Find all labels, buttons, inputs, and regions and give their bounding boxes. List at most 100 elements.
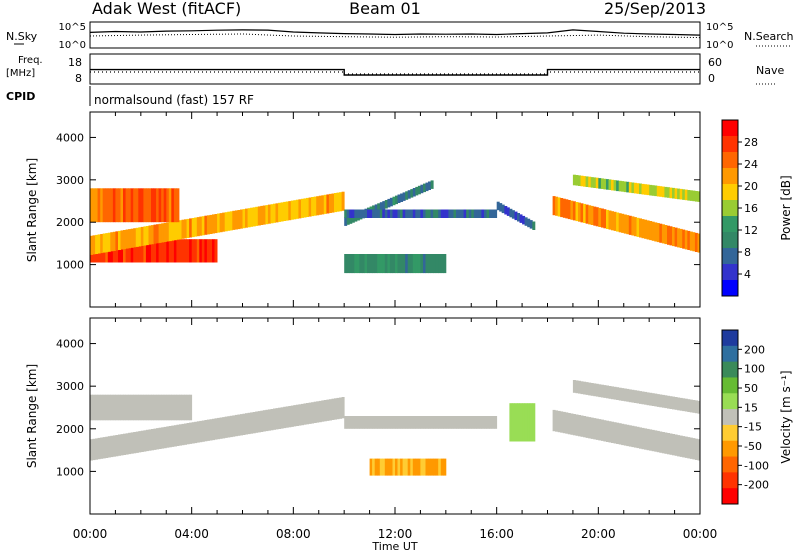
heatmap-cell bbox=[359, 416, 363, 429]
ytick-label: 1000 bbox=[56, 465, 84, 478]
heatmap-cell bbox=[191, 239, 195, 263]
heatmap-cell bbox=[392, 209, 396, 218]
heatmap-cell bbox=[168, 426, 172, 448]
heatmap-cell bbox=[448, 209, 452, 218]
velocity-colorbar-swatch bbox=[722, 361, 738, 378]
heatmap-cell bbox=[392, 458, 396, 476]
heatmap-cell bbox=[181, 219, 185, 239]
heatmap-cell bbox=[428, 209, 431, 218]
heatmap-cell bbox=[184, 239, 187, 263]
power-colorbar-swatch bbox=[722, 200, 738, 217]
heatmap-cell bbox=[252, 207, 256, 227]
beam-title: Beam 01 bbox=[349, 0, 421, 18]
heatmap-cell bbox=[135, 227, 139, 247]
heatmap-cell bbox=[529, 403, 533, 442]
heatmap-cell bbox=[158, 239, 162, 263]
heatmap-cell bbox=[636, 183, 640, 194]
heatmap-cell bbox=[377, 209, 381, 218]
power-colorbar-ticks: 28 24 20 16 12 8 4 bbox=[738, 136, 758, 281]
heatmap-cell bbox=[654, 430, 658, 452]
ytick-label: 3000 bbox=[56, 174, 84, 187]
heatmap-cell bbox=[344, 254, 348, 274]
heatmap-cell bbox=[288, 201, 292, 221]
heatmap-cell bbox=[369, 416, 373, 429]
heatmap-cell bbox=[456, 209, 459, 218]
heatmap-cell bbox=[102, 394, 106, 421]
heatmap-cell bbox=[687, 399, 691, 412]
heatmap-cell bbox=[593, 177, 597, 188]
heatmap-cell bbox=[359, 254, 363, 274]
heatmap-cell bbox=[140, 394, 144, 421]
heatmap-cell bbox=[298, 199, 302, 219]
heatmap-cell bbox=[143, 226, 147, 246]
heatmap-feature-0 bbox=[90, 397, 345, 461]
heatmap-cell bbox=[267, 204, 271, 224]
heatmap-cell bbox=[677, 188, 681, 200]
heatmap-cell bbox=[687, 230, 691, 250]
heatmap-cell bbox=[672, 227, 675, 247]
heatmap-cell bbox=[656, 185, 660, 197]
heatmap-cell bbox=[687, 190, 691, 201]
heatmap-cell bbox=[478, 416, 482, 429]
heatmap-cell bbox=[423, 416, 426, 429]
cpid-label: CPID bbox=[6, 90, 35, 103]
heatmap-cell bbox=[664, 225, 668, 245]
power-colorbar-label: Power [dB] bbox=[779, 175, 793, 240]
heatmap-cell bbox=[184, 423, 187, 445]
heatmap-cell bbox=[379, 209, 383, 218]
heatmap-cell bbox=[135, 431, 139, 453]
velocity-colorbar: 200 100 50 15 -15 -50 -100 -200 Velocity [m s⁻¹… bbox=[721, 329, 793, 505]
heatmap-cell bbox=[481, 209, 485, 218]
heatmap-cell bbox=[458, 416, 462, 429]
heatmap-cell bbox=[92, 188, 96, 223]
heatmap-cell bbox=[641, 183, 645, 195]
heatmap-cell bbox=[461, 209, 465, 218]
heatmap-cell bbox=[125, 229, 129, 249]
heatmap-cell bbox=[661, 224, 665, 244]
heatmap-cell bbox=[151, 429, 154, 451]
heatmap-cell bbox=[364, 416, 368, 429]
heatmap-cell bbox=[400, 416, 404, 429]
ytick-label: 2000 bbox=[56, 423, 84, 436]
power-ylabel: Slant Range [km] bbox=[25, 158, 39, 262]
velocity-colorbar-swatch bbox=[722, 456, 738, 473]
heatmap-cell bbox=[649, 184, 653, 196]
heatmap-cell bbox=[552, 196, 556, 216]
heatmap-cell bbox=[95, 234, 99, 254]
heatmap-cell bbox=[206, 215, 210, 235]
power-colorbar-swatch bbox=[722, 264, 738, 281]
heatmap-cell bbox=[621, 423, 625, 446]
nsky-strip: N.Sky 10^5 10^0 10^5 10^0 N.Search bbox=[6, 21, 794, 51]
heatmap-feature-6 bbox=[496, 201, 536, 230]
heatmap-feature-4 bbox=[344, 209, 498, 218]
heatmap-cell bbox=[135, 239, 139, 263]
heatmap-cell bbox=[430, 254, 434, 274]
heatmap-cell bbox=[283, 406, 287, 429]
velocity-colorbar-label: Velocity [m s⁻¹] bbox=[779, 370, 793, 463]
heatmap-cell bbox=[153, 239, 157, 263]
heatmap-cell bbox=[158, 223, 162, 243]
heatmap-cell bbox=[494, 209, 498, 218]
heatmap-cell bbox=[656, 394, 660, 407]
heatmap-cell bbox=[151, 188, 154, 223]
heatmap-cell bbox=[374, 209, 378, 218]
heatmap-cell bbox=[572, 380, 576, 393]
heatmap-cell bbox=[560, 411, 564, 433]
xtick-label: 00:00 bbox=[683, 527, 718, 541]
velocity-colorbar-tick-label: 15 bbox=[744, 401, 758, 414]
power-colorbar-swatch bbox=[722, 280, 738, 297]
power-panel: 4000 3000 2000 1000 Slant Range [km] bbox=[25, 111, 701, 308]
heatmap-cell bbox=[133, 239, 137, 263]
heatmap-cell bbox=[145, 239, 149, 263]
heatmap-cell bbox=[428, 458, 431, 476]
heatmap-cell bbox=[621, 213, 625, 233]
heatmap-cell bbox=[443, 209, 447, 218]
power-colorbar-swatch bbox=[722, 232, 738, 249]
heatmap-cell bbox=[306, 197, 309, 217]
heatmap-cell bbox=[486, 416, 490, 429]
heatmap-cell bbox=[171, 394, 175, 421]
heatmap-cell bbox=[412, 209, 416, 218]
heatmap-cell bbox=[301, 403, 304, 426]
heatmap-cell bbox=[97, 394, 101, 421]
heatmap-cell bbox=[138, 227, 142, 247]
